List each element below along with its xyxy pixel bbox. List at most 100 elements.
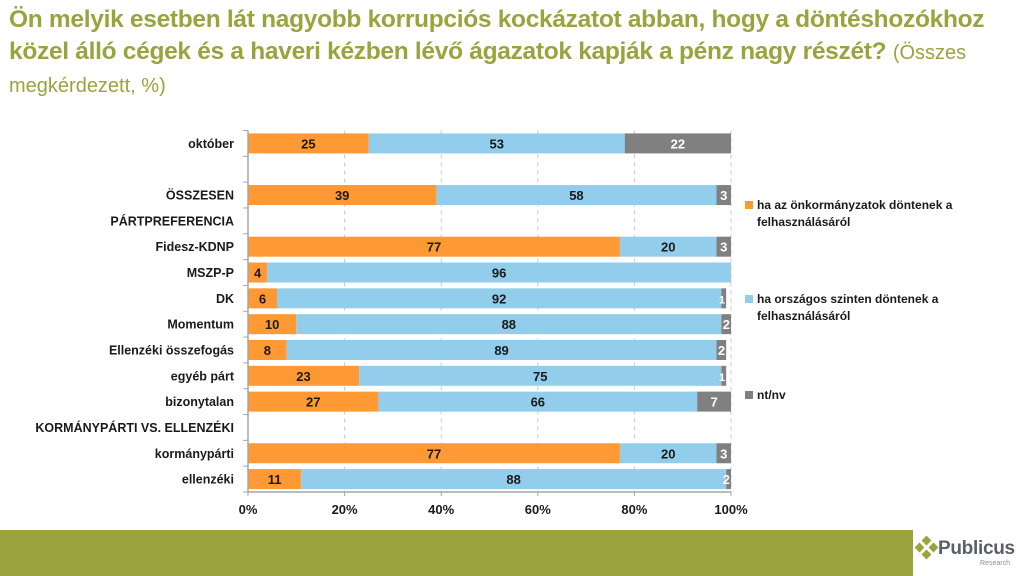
- bar-segment: [248, 365, 360, 386]
- bar-segment: [716, 185, 731, 206]
- logo-subtitle: Research: [980, 560, 1010, 567]
- category-label: MSZP-P: [187, 266, 234, 280]
- data-label: 22: [671, 136, 685, 151]
- data-label: 1: [719, 294, 725, 306]
- logo-name: Publicus: [938, 538, 1015, 559]
- data-label: 2: [723, 317, 730, 332]
- bar-segment: [436, 185, 717, 206]
- grid-lines: [344, 130, 732, 492]
- bar-segment: [248, 133, 369, 154]
- data-label: 4: [254, 266, 262, 281]
- bar-segment: [286, 339, 717, 360]
- data-label: 77: [427, 446, 441, 461]
- legend-swatch: [745, 295, 753, 303]
- category-label: Ellenzéki összefogás: [109, 343, 234, 357]
- bar-segment: [359, 365, 722, 386]
- data-label: 96: [492, 266, 506, 281]
- bar-segment: [296, 314, 722, 335]
- bar-segment: [368, 133, 625, 154]
- data-label: 20: [661, 446, 675, 461]
- data-label: 39: [335, 188, 349, 203]
- bar-segment: [716, 339, 727, 360]
- data-label: 6: [259, 291, 266, 306]
- bar-segment: [267, 262, 731, 283]
- category-label: ÖSSZESEN: [166, 188, 234, 203]
- bar-segment: [716, 443, 731, 464]
- data-label: 23: [296, 369, 310, 384]
- x-tick-label: 20%: [332, 502, 358, 517]
- data-label: 3: [720, 446, 727, 461]
- legend-label: nt/nv: [757, 388, 786, 402]
- bar-segment: [248, 185, 437, 206]
- category-label: KORMÁNYPÁRTI VS. ELLENZÉKI: [35, 420, 234, 435]
- bar-segment: [619, 443, 717, 464]
- bar-segment: [697, 391, 731, 412]
- data-label: 53: [490, 136, 504, 151]
- data-label: 1: [719, 372, 725, 384]
- data-label: 25: [301, 136, 315, 151]
- bar-segment: [624, 133, 731, 154]
- data-label: 2: [723, 472, 730, 487]
- data-label: 92: [492, 291, 506, 306]
- data-label: 7: [710, 395, 717, 410]
- data-label: 58: [569, 188, 583, 203]
- bar-segment: [726, 469, 731, 490]
- bar-segment: [721, 365, 727, 386]
- category-label: október: [188, 137, 234, 151]
- bar-segment: [248, 339, 287, 360]
- bar-segment: [248, 391, 379, 412]
- legend: ha az önkormányzatok döntenek a felhaszná…: [745, 198, 953, 402]
- legend-label: ha országos szinten döntenek a felhasznál…: [757, 292, 939, 323]
- bar-segment: [248, 236, 620, 257]
- category-label: DK: [216, 292, 234, 306]
- diamond-cluster-icon: [914, 536, 939, 560]
- title-question: Ön melyik esetben lát nagyobb korrupciós…: [9, 6, 985, 65]
- x-tick-label: 60%: [525, 502, 551, 517]
- category-label: PÁRTPREFERENCIA: [110, 213, 234, 228]
- bar-segment: [248, 469, 302, 490]
- category-label: Fidesz-KDNP: [156, 240, 234, 254]
- category-label: Momentum: [167, 318, 234, 332]
- footer-bar: [0, 530, 913, 576]
- category-label: bizonytalan: [165, 395, 234, 409]
- x-tick-label: 40%: [428, 502, 454, 517]
- data-label: 88: [502, 317, 516, 332]
- bar-segment: [248, 262, 268, 283]
- x-tick-label: 0%: [239, 502, 258, 517]
- data-label: 75: [533, 369, 547, 384]
- data-label: 66: [531, 395, 545, 410]
- legend-swatch: [745, 201, 753, 209]
- data-label: 3: [720, 188, 727, 203]
- bar-segment: [721, 288, 727, 309]
- bar-segment: [248, 314, 297, 335]
- bar-segment: [619, 236, 717, 257]
- x-tick-label: 100%: [714, 502, 748, 517]
- data-label: 3: [720, 240, 727, 255]
- data-label: 10: [265, 317, 279, 332]
- bar-segment: [248, 443, 620, 464]
- data-label: 27: [306, 395, 320, 410]
- legend-label: ha az önkormányzatok döntenek a felhaszná…: [757, 198, 953, 229]
- bar-segment: [248, 288, 277, 309]
- bar-segment: [378, 391, 698, 412]
- category-label: ellenzéki: [182, 473, 234, 487]
- category-label: egyéb párt: [171, 369, 235, 383]
- legend-swatch: [745, 391, 753, 399]
- bar-segment: [276, 288, 722, 309]
- data-label: 89: [494, 343, 508, 358]
- page-title: Ön melyik esetben lát nagyobb korrupciós…: [9, 4, 1009, 102]
- bar-segment: [301, 469, 727, 490]
- x-tick-label: 80%: [621, 502, 647, 517]
- data-label: 2: [718, 343, 725, 358]
- bar-segment: [721, 314, 731, 335]
- data-label: 8: [264, 343, 271, 358]
- title-subtitle: (Összes megkérdezett, %): [9, 42, 967, 97]
- publicus-logo: Publicus Research: [914, 536, 1024, 576]
- category-label: kormánypárti: [155, 447, 234, 461]
- data-label: 77: [427, 240, 441, 255]
- bar-segment: [716, 236, 731, 257]
- data-label: 88: [506, 472, 520, 487]
- axes: 0% 20% 40% 60% 80% 100% október ÖSSZESEN PÁRTPRE…: [35, 130, 748, 517]
